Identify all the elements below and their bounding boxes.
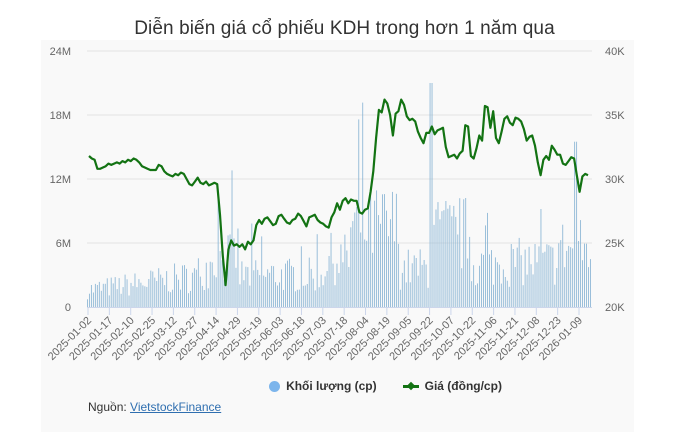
x-axis: 2025-01-022025-01-172025-02-102025-02-25… — [46, 307, 592, 363]
source-prefix: Nguồn: — [88, 400, 131, 414]
volume-bars — [87, 83, 591, 308]
left-axis-tick: 24M — [50, 46, 71, 58]
legend-item-volume[interactable]: Khối lượng (cp) — [187, 379, 377, 393]
chart-title: Diễn biến giá cổ phiếu KDH trong hơn 1 n… — [134, 18, 555, 39]
left-axis-volume: 0 6M 12M 18M 24M — [50, 46, 71, 314]
right-axis-tick: 20K — [605, 302, 625, 314]
price-line-marker-icon — [402, 381, 419, 391]
price-line — [88, 98, 589, 287]
right-axis-tick: 25K — [605, 238, 625, 250]
right-axis-tick: 35K — [605, 110, 625, 122]
right-axis-tick: 40K — [605, 46, 625, 58]
legend-volume-label: Khối lượng (cp) — [286, 379, 377, 393]
left-axis-tick: 18M — [50, 110, 71, 122]
legend-item-price[interactable]: Giá (đồng/cp) — [402, 379, 502, 393]
volume-dot-icon — [269, 380, 281, 392]
left-axis-tick: 6M — [56, 238, 71, 250]
right-axis-tick: 30K — [605, 174, 625, 186]
legend-price-label: Giá (đồng/cp) — [424, 379, 502, 393]
legend: Khối lượng (cp) Giá (đồng/cp) — [0, 379, 689, 393]
gridlines — [87, 50, 592, 244]
right-axis-price: 20K 25K 30K 35K 40K — [605, 46, 625, 314]
source-credit: Nguồn: VietstockFinance — [88, 400, 221, 414]
left-axis-tick: 12M — [50, 174, 71, 186]
chart-panel — [41, 40, 634, 432]
left-axis-tick: 0 — [65, 302, 71, 314]
source-link[interactable]: VietstockFinance — [130, 400, 222, 414]
